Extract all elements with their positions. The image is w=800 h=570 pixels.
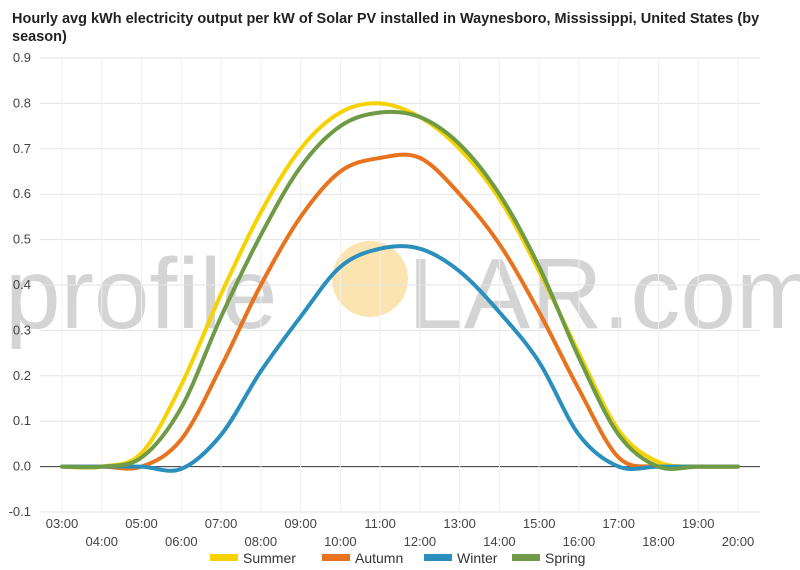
x-tick-label: 05:00 [125,516,158,531]
y-tick-label: 0.8 [13,95,31,110]
x-tick-label: 11:00 [364,516,396,531]
x-axis: 03:00 04:00 05:00 06:00 07:00 08:00 09:00 10:00… [46,516,755,549]
legend-label-winter: Winter [457,550,498,566]
watermark-text-right: LAR.com [408,238,800,350]
y-tick-label: 0.1 [13,413,31,428]
y-axis: -0.1 0.0 0.1 0.2 0.3 0.4 0.5 0.6 0.7 0.8 0.9 [9,50,31,519]
y-tick-label: 0.4 [13,277,31,292]
legend-label-summer: Summer [243,550,296,566]
y-tick-label: -0.1 [9,504,31,519]
legend-swatch-autumn [322,554,350,561]
legend-swatch-summer [210,554,238,561]
x-tick-label: 03:00 [46,516,79,531]
series-line-summer [60,101,740,470]
legend-swatch-spring [512,554,540,561]
y-tick-label: 0.0 [13,459,31,474]
x-tick-label: 16:00 [563,534,596,549]
y-tick-label: 0.5 [13,232,31,247]
x-tick-label: 10:00 [324,534,357,549]
legend-label-spring: Spring [545,550,585,566]
y-tick-label: 0.3 [13,322,31,337]
watermark: profile LAR.com [5,238,800,350]
x-tick-label: 19:00 [682,516,715,531]
x-tick-label: 07:00 [205,516,238,531]
y-tick-label: 0.9 [13,50,31,65]
y-tick-label: 0.2 [13,368,31,383]
x-tick-label: 20:00 [722,534,755,549]
y-tick-label: 0.6 [13,186,31,201]
series-lines [60,101,740,473]
series-line-autumn [60,152,740,471]
y-tick-label: 0.7 [13,141,31,156]
legend-swatch-winter [424,554,452,561]
x-tick-label: 13:00 [443,516,476,531]
x-tick-label: 08:00 [245,534,278,549]
x-tick-label: 04:00 [85,534,118,549]
legend-label-autumn: Autumn [355,550,403,566]
x-tick-label: 09:00 [284,516,317,531]
x-tick-label: 18:00 [642,534,675,549]
x-tick-label: 12:00 [404,534,437,549]
series-line-spring [60,109,740,471]
x-tick-label: 14:00 [483,534,516,549]
series-line-winter [60,244,740,473]
chart-title: Hourly avg kWh electricity output per kW… [12,11,760,45]
legend: Summer Autumn Winter Spring [210,550,585,566]
x-tick-label: 06:00 [165,534,198,549]
x-tick-label: 15:00 [523,516,556,531]
x-tick-label: 17:00 [602,516,635,531]
